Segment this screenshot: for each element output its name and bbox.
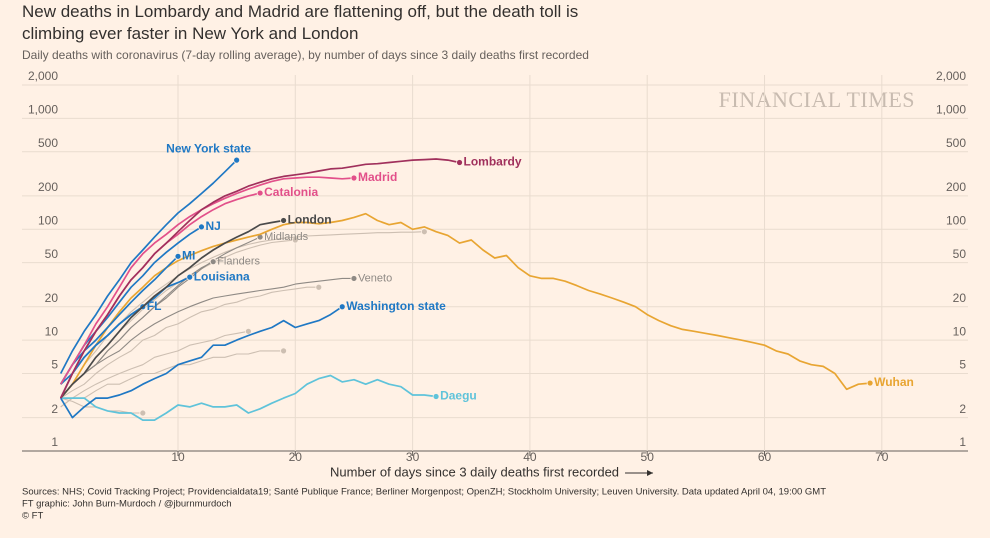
chart-title: New deaths in Lombardy and Madrid are fl… xyxy=(22,2,579,43)
end-point xyxy=(139,409,147,417)
y-tick-label: 10 xyxy=(45,324,59,338)
x-tick-label: 30 xyxy=(406,450,420,464)
x-axis-arrowhead xyxy=(647,470,654,476)
series-label: Veneto xyxy=(358,272,392,284)
series-label: Flanders xyxy=(217,256,260,268)
y-tick-label-right: 100 xyxy=(946,213,966,227)
series-line xyxy=(60,286,319,399)
y-tick-label-right: 2 xyxy=(959,402,966,416)
series-line xyxy=(60,350,284,408)
end-point xyxy=(866,379,874,387)
series-line xyxy=(59,158,460,399)
series-label: Midlands xyxy=(264,231,309,243)
series-label: MI xyxy=(182,248,195,262)
series-label: London xyxy=(288,213,332,227)
watermark: FINANCIAL TIMES xyxy=(719,87,915,112)
y-tick-label: 5 xyxy=(51,358,58,372)
x-tick-label: 20 xyxy=(289,450,303,464)
series-line xyxy=(60,330,249,408)
y-tick-label-right: 1 xyxy=(959,435,966,449)
y-tick-label: 2,000 xyxy=(28,69,58,83)
end-point xyxy=(280,217,287,224)
series-label: Daegu xyxy=(440,389,477,403)
series-line xyxy=(60,219,284,399)
end-point xyxy=(256,189,264,197)
series-line xyxy=(59,159,238,374)
y-tick-label: 200 xyxy=(38,180,58,194)
y-tick-label: 1,000 xyxy=(28,103,58,117)
y-tick-label-right: 1,000 xyxy=(936,103,966,117)
end-point xyxy=(350,174,358,182)
y-tick-label: 500 xyxy=(38,136,58,150)
series-label: Louisiana xyxy=(194,269,250,283)
end-point xyxy=(456,159,463,166)
x-tick-label: 10 xyxy=(171,450,185,464)
credit: FT graphic: John Burn-Murdoch / @jburnmu… xyxy=(22,499,232,510)
end-point xyxy=(280,347,287,355)
end-point xyxy=(420,228,428,236)
y-tick-label: 1 xyxy=(51,435,58,449)
y-tick-label-right: 20 xyxy=(953,291,967,305)
source: Sources: NHS; Covid Tracking Project; Pr… xyxy=(22,487,826,498)
y-tick-label-right: 5 xyxy=(959,358,966,372)
end-point xyxy=(244,327,252,335)
series-label: FL xyxy=(147,299,162,313)
series-line xyxy=(60,276,191,385)
series-label: Madrid xyxy=(358,170,397,184)
series-label: Catalonia xyxy=(264,185,318,199)
end-point xyxy=(432,393,440,400)
series-label: Wuhan xyxy=(874,375,914,389)
x-axis-label: Number of days since 3 daily deaths firs… xyxy=(330,464,619,479)
series-line xyxy=(60,212,871,399)
end-point xyxy=(186,273,194,281)
x-tick-label: 40 xyxy=(523,450,537,464)
end-point xyxy=(233,156,241,164)
y-tick-label-right: 500 xyxy=(946,136,966,150)
series-line xyxy=(59,255,179,385)
series-line xyxy=(60,397,143,414)
y-tick-label-right: 10 xyxy=(953,324,967,338)
y-tick-label-right: 50 xyxy=(953,247,967,261)
end-point xyxy=(209,258,217,266)
end-point xyxy=(315,283,323,291)
y-tick-label: 50 xyxy=(45,247,59,261)
y-tick-label-right: 200 xyxy=(946,180,966,194)
x-tick-label: 50 xyxy=(641,450,655,464)
series-line xyxy=(60,374,437,421)
end-point xyxy=(350,275,358,282)
series-line xyxy=(59,305,343,419)
series-label: NJ xyxy=(205,219,220,233)
y-tick-label-right: 2,000 xyxy=(936,69,966,83)
series-line xyxy=(60,277,354,399)
subtitle: Daily deaths with coronavirus (7-day rol… xyxy=(22,48,589,62)
series-label: Lombardy xyxy=(464,155,522,169)
series-label: Washington state xyxy=(346,299,446,313)
end-point xyxy=(174,252,182,260)
y-tick-label: 2 xyxy=(51,402,58,416)
end-point xyxy=(198,223,205,231)
end-point xyxy=(338,303,346,311)
x-tick-label: 60 xyxy=(758,450,772,464)
copyright: © FT xyxy=(22,511,43,522)
grid xyxy=(22,75,968,452)
y-tick-label: 100 xyxy=(38,213,58,227)
series-label: New York state xyxy=(166,141,251,155)
x-tick-label: 70 xyxy=(875,450,889,464)
y-tick-label: 20 xyxy=(45,291,59,305)
